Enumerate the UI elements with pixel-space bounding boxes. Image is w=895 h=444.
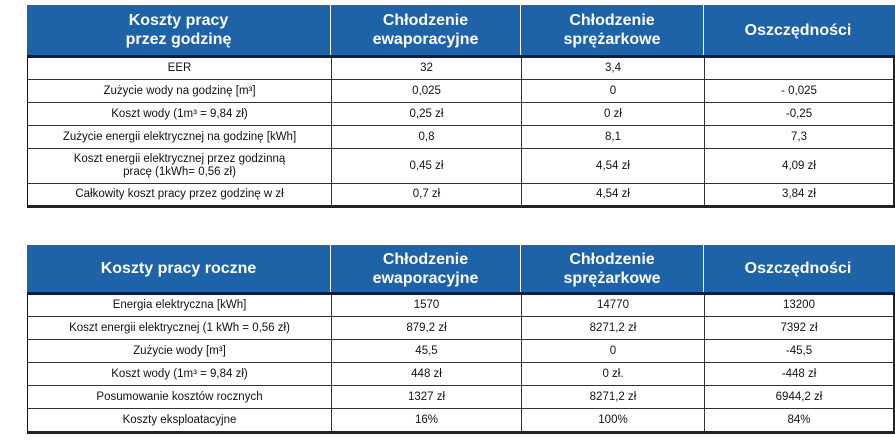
table-cell: 879,2 zł (332, 317, 522, 339)
table-header-row: Koszty pracy roczne Chłodzenie ewaporacy… (27, 245, 895, 295)
table-cell: 7392 zł (780, 321, 818, 334)
table-cell: -0,25 (785, 107, 813, 120)
table-cell: 4,09 zł (782, 159, 816, 172)
hourly-cost-table: Koszty pracy przez godzinę Chłodzenie ew… (27, 5, 895, 208)
table-row: Koszty eksploatacyjne 16% 100% 84% (28, 409, 893, 431)
row-label: Zużycie wody na godzinę [m³] (28, 80, 332, 102)
table-row: Zużycie energii elektrycznej na godzinę … (28, 126, 893, 149)
column-header: Chłodzenie sprężarkowe (521, 5, 704, 55)
table-header-row: Koszty pracy przez godzinę Chłodzenie ew… (27, 5, 895, 58)
yearly-cost-table: Koszty pracy roczne Chłodzenie ewaporacy… (27, 245, 895, 434)
table-cell: 0 zł (522, 103, 705, 125)
table-row: Posumowanie kosztów rocznych 1327 zł 827… (28, 386, 893, 409)
column-header: Chłodzenie sprężarkowe (521, 245, 704, 292)
column-header: Oszczędności (744, 260, 852, 277)
table-row: Koszt energii elektrycznej (1 kWh = 0,56… (28, 317, 893, 340)
table-body: Energia elektryczna [kWh] 1570 14770 132… (27, 295, 895, 434)
table-row: Zużycie wody na godzinę [m³] 0,025 0 - 0… (28, 80, 893, 103)
table-cell: 0,7 zł (332, 184, 522, 205)
table-cell: 0 (522, 340, 705, 362)
row-label: Energia elektryczna [kWh] (28, 295, 332, 316)
row-label: Koszt energii elektrycznej przez godzinn… (28, 149, 332, 183)
table-cell: 0,25 zł (332, 103, 522, 125)
table-cell: 0,8 (332, 126, 522, 148)
row-label: Koszty eksploatacyjne (28, 409, 332, 431)
row-label: Koszt wody (1m³ = 9,84 zł) (28, 363, 332, 385)
table-body: EER 32 3,4 Zużycie wody na godzinę [m³] … (27, 58, 895, 208)
table-cell: 3,4 (522, 58, 705, 79)
table-cell: 1327 zł (332, 386, 522, 408)
table-cell: 32 (332, 58, 522, 79)
table-cell: 100% (522, 409, 705, 431)
row-label: Zużycie energii elektrycznej na godzinę … (28, 126, 332, 148)
table-cell: 6944,2 zł (775, 390, 823, 403)
table-row: Całkowity koszt pracy przez godzinę w zł… (28, 184, 893, 205)
column-header: Chłodzenie ewaporacyjne (331, 245, 521, 292)
table-cell: 8,1 (522, 126, 705, 148)
row-label: EER (28, 58, 332, 79)
table-row: Energia elektryczna [kWh] 1570 14770 132… (28, 295, 893, 317)
table-cell (705, 58, 893, 79)
column-header: Chłodzenie ewaporacyjne (331, 5, 521, 55)
table-cell: 4,54 zł (522, 184, 705, 205)
table-cell: 0,45 zł (332, 149, 522, 183)
table-cell: 3,84 zł (782, 188, 816, 200)
table-cell: 448 zł (332, 363, 522, 385)
row-label: Posumowanie kosztów rocznych (28, 386, 332, 408)
table-cell: -45,5 (785, 344, 813, 357)
table-cell: 7,3 (791, 130, 807, 143)
table-cell: - 0,025 (781, 84, 817, 97)
table-row: Koszt wody (1m³ = 9,84 zł) 0,25 zł 0 zł … (28, 103, 893, 126)
column-header: Oszczędności (744, 21, 852, 39)
table-cell: 13200 (783, 299, 815, 311)
table-row: EER 32 3,4 (28, 58, 893, 80)
table-row: Koszt energii elektrycznej przez godzinn… (28, 149, 893, 184)
column-header: Koszty pracy roczne (27, 245, 331, 292)
row-label: Całkowity koszt pracy przez godzinę w zł (28, 184, 332, 205)
row-label: Koszt energii elektrycznej (1 kWh = 0,56… (28, 317, 332, 339)
table-cell: 16% (332, 409, 522, 431)
table-cell: 8271,2 zł (522, 317, 705, 339)
column-header: Koszty pracy przez godzinę (27, 5, 331, 55)
table-cell: 4,54 zł (522, 149, 705, 183)
row-label: Koszt wody (1m³ = 9,84 zł) (28, 103, 332, 125)
table-cell: 14770 (522, 295, 705, 316)
table-cell: 0,025 (332, 80, 522, 102)
table-cell: 0 zł. (522, 363, 705, 385)
table-cell: 84% (787, 413, 811, 426)
row-label: Zużycie wody [m³] (28, 340, 332, 362)
table-cell: 8271,2 zł (522, 386, 705, 408)
table-row: Koszt wody (1m³ = 9,84 zł) 448 zł 0 zł. … (28, 363, 893, 386)
table-cell: 45,5 (332, 340, 522, 362)
table-cell: 0 (522, 80, 705, 102)
table-cell: -448 zł (781, 367, 817, 380)
table-row: Zużycie wody [m³] 45,5 0 -45,5 (28, 340, 893, 363)
table-cell: 1570 (332, 295, 522, 316)
